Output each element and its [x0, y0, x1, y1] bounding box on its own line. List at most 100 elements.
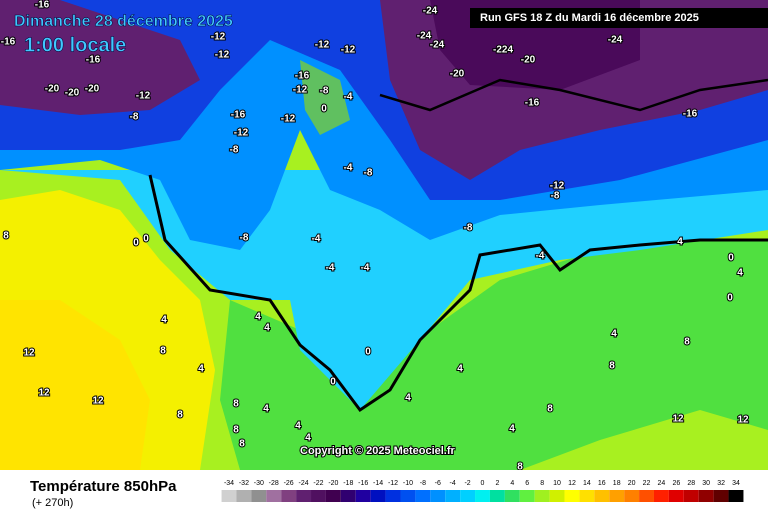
- scale-label: 2: [495, 480, 499, 487]
- contour-label: -24: [608, 35, 623, 46]
- variable-name: Température 850hPa: [30, 478, 177, 495]
- scale-label: -26: [284, 480, 294, 487]
- contour-label: -16: [35, 0, 50, 11]
- contour-label: -20: [450, 69, 465, 80]
- scale-cell: [370, 490, 386, 502]
- contour-label: -12: [234, 128, 249, 139]
- contour-label: -24: [423, 6, 438, 17]
- scale-cell: [713, 490, 729, 502]
- scale-label: -30: [254, 480, 264, 487]
- contour-label: -16: [295, 71, 310, 82]
- contour-label: 12: [672, 414, 684, 425]
- contour-label: -20: [45, 84, 60, 95]
- scale-cell: [475, 490, 490, 502]
- scale-label: -2: [464, 480, 470, 487]
- contour-label: 12: [737, 415, 749, 426]
- scale-cell: [460, 490, 476, 502]
- run-box: [470, 8, 768, 28]
- contour-label: 0: [727, 293, 733, 304]
- contour-label: 8: [177, 410, 183, 421]
- run-info: Run GFS 18 Z du Mardi 16 décembre 2025: [480, 12, 699, 24]
- contour-label: 12: [23, 348, 35, 359]
- contour-label: 8: [233, 425, 239, 436]
- contour-label: -4: [344, 92, 353, 103]
- scale-cell: [311, 490, 326, 502]
- scale-cell: [653, 490, 669, 502]
- scale-label: 4: [510, 480, 514, 487]
- scale-cell: [489, 490, 505, 502]
- scale-label: -34: [224, 480, 234, 487]
- scale-label: -22: [313, 480, 323, 487]
- contour-label: -12: [281, 114, 296, 125]
- contour-label: -16: [525, 98, 540, 109]
- contour-label: 0: [365, 347, 371, 358]
- contour-label: -12: [341, 45, 356, 56]
- scale-cell: [594, 490, 610, 502]
- scale-cell: [296, 490, 312, 502]
- scale-cell: [445, 490, 461, 502]
- contour-label: -24: [430, 40, 445, 51]
- scale-label: -6: [435, 480, 441, 487]
- contour-label: -12: [136, 91, 151, 102]
- contour-label: -224: [493, 45, 513, 56]
- scale-label: 28: [687, 480, 695, 487]
- contour-label: 4: [611, 329, 617, 340]
- scale-label: 6: [525, 480, 529, 487]
- scale-cell: [281, 490, 297, 502]
- contour-label: 12: [92, 396, 104, 407]
- contour-label: -20: [85, 84, 100, 95]
- contour-labels: -16-16-16-12-12-20 -20 -20-12-8 -16-12-8-12…: [0, 0, 750, 474]
- scale-cell: [683, 490, 699, 502]
- scale-cell: [266, 490, 282, 502]
- contour-label: 8: [517, 462, 523, 473]
- map-date: Dimanche 28 décembre 2025: [14, 13, 233, 30]
- scale-label: 18: [613, 480, 621, 487]
- scale-cell: [340, 490, 356, 502]
- contour-label: 4: [737, 268, 743, 279]
- contour-label: 4: [405, 393, 411, 404]
- scale-label: 8: [540, 480, 544, 487]
- scale-label: -16: [358, 480, 368, 487]
- scale-cell: [400, 490, 416, 502]
- scale-cell: [221, 490, 237, 502]
- map-background: [0, 0, 768, 470]
- contour-label: -16: [86, 55, 101, 66]
- scale-cell: [355, 490, 371, 502]
- contour-label: 4: [305, 433, 311, 444]
- scale-cell: [519, 490, 535, 502]
- contour-label: -24: [417, 31, 432, 42]
- lead-time: (+ 270h): [32, 497, 73, 509]
- contour-label: -16: [683, 109, 698, 120]
- scale-label: 26: [672, 480, 680, 487]
- scale-cell: [430, 490, 446, 502]
- contour-label: 4: [264, 323, 270, 334]
- scale-label: 10: [553, 480, 561, 487]
- contour-label: 8: [609, 361, 615, 372]
- contour-label: -16: [1, 37, 16, 48]
- contour-label: -4: [326, 263, 335, 274]
- scale-cell: [251, 490, 267, 502]
- scale-label: -18: [343, 480, 353, 487]
- contour-label: 4: [255, 312, 261, 323]
- scale-label: 20: [628, 480, 636, 487]
- contour-label: -12: [550, 181, 565, 192]
- contour-label: -4: [361, 263, 370, 274]
- contour-label: 4: [677, 237, 683, 248]
- contour-label: 8: [3, 231, 9, 242]
- scale-cell: [579, 490, 595, 502]
- contour-label: 12: [38, 388, 50, 399]
- contour-label: 0: [321, 104, 327, 115]
- scale-label: -14: [373, 480, 383, 487]
- scale-cell: [639, 490, 654, 502]
- contour-label: -16: [231, 110, 246, 121]
- contour-label: -12: [293, 85, 308, 96]
- scale-cell: [534, 490, 550, 502]
- scale-label: 32: [717, 480, 725, 487]
- contour-label: 8: [547, 404, 553, 415]
- scale-label: 16: [598, 480, 606, 487]
- scale-label: -10: [403, 480, 413, 487]
- scale-label: -32: [239, 480, 249, 487]
- scale-label: -12: [388, 480, 398, 487]
- scale-cell: [325, 490, 341, 502]
